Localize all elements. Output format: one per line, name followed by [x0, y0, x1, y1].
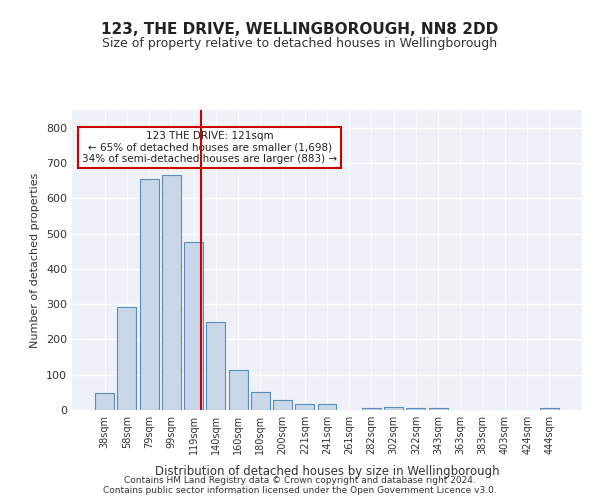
- Bar: [251, 392, 270, 410]
- Bar: [429, 408, 448, 410]
- Bar: [384, 407, 403, 410]
- Bar: [362, 408, 381, 410]
- Y-axis label: Number of detached properties: Number of detached properties: [31, 172, 40, 348]
- Bar: [540, 408, 559, 410]
- Text: 123 THE DRIVE: 121sqm
← 65% of detached houses are smaller (1,698)
34% of semi-d: 123 THE DRIVE: 121sqm ← 65% of detached …: [82, 131, 337, 164]
- Text: Contains HM Land Registry data © Crown copyright and database right 2024.
Contai: Contains HM Land Registry data © Crown c…: [103, 476, 497, 495]
- Bar: [317, 404, 337, 410]
- Bar: [140, 179, 158, 410]
- Bar: [118, 306, 136, 410]
- Bar: [162, 176, 181, 410]
- Bar: [184, 242, 203, 410]
- Bar: [295, 404, 314, 410]
- Text: 123, THE DRIVE, WELLINGBOROUGH, NN8 2DD: 123, THE DRIVE, WELLINGBOROUGH, NN8 2DD: [101, 22, 499, 38]
- Bar: [406, 408, 425, 410]
- X-axis label: Distribution of detached houses by size in Wellingborough: Distribution of detached houses by size …: [155, 466, 499, 478]
- Text: Size of property relative to detached houses in Wellingborough: Size of property relative to detached ho…: [103, 38, 497, 51]
- Bar: [229, 370, 248, 410]
- Bar: [273, 400, 292, 410]
- Bar: [206, 322, 225, 410]
- Bar: [95, 394, 114, 410]
